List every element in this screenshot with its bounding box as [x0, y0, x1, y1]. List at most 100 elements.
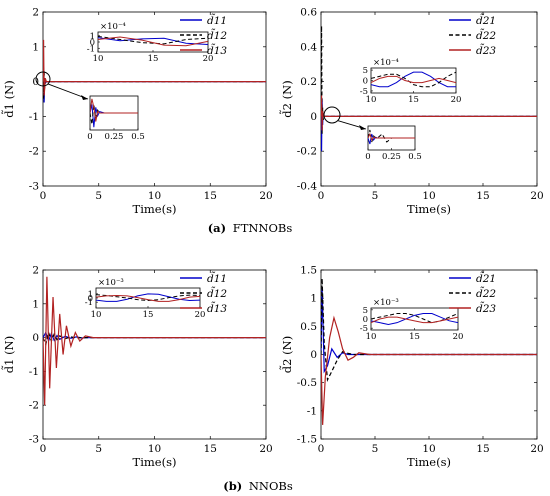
series-group [321, 25, 537, 152]
y-tick-label: 1 [32, 41, 39, 53]
inset-x-tick-label: 20 [453, 332, 464, 342]
series-line-3 [43, 276, 266, 406]
y-tick-label: -1 [29, 366, 39, 378]
y-tick-label: 0 [32, 76, 39, 88]
x-tick-label: 5 [95, 443, 102, 455]
y-tick-label: 0.5 [300, 321, 317, 333]
y-tick-label: 0 [32, 332, 39, 344]
y-tick-label: 1.5 [300, 265, 317, 277]
legend-label-3: d̃23 [476, 43, 496, 57]
y-tick-label: -0.4 [297, 181, 318, 193]
legend-label-1: d̃21 [476, 13, 496, 27]
legend-label-2: d̃22 [476, 286, 496, 300]
inset-line-1 [98, 37, 208, 45]
x-tick-label: 0 [318, 190, 325, 202]
x-axis-label: Time(s) [133, 455, 177, 469]
inset-series [371, 71, 456, 88]
caption-a: (a) FTNNOBs [208, 221, 293, 235]
y-tick-label: -0.2 [297, 146, 317, 158]
series-line-2 [321, 25, 537, 134]
inset-x-tick-label: 0.25 [382, 152, 401, 162]
inset-y-tick-label: 5 [363, 306, 368, 316]
y-tick-label: 2 [32, 7, 39, 19]
inset: 0 0.25 0.5 [323, 106, 422, 162]
legend-label-1: d̃21 [476, 271, 496, 285]
caption-a-text: FTNNOBs [233, 221, 293, 235]
inset-line-1 [371, 313, 458, 326]
x-axis-label: Time(s) [133, 202, 177, 216]
inset-series [90, 98, 138, 128]
inset-frame [97, 31, 209, 53]
inset: 10 15 20 -101 ×10⁻³ [85, 278, 206, 320]
zoom-circle [323, 106, 341, 124]
y-tick-label: 0.4 [300, 41, 317, 53]
x-tick-label: 20 [530, 190, 543, 202]
legend: d̃11d̃12d̃13 [180, 13, 227, 57]
legend-label-1: d̃11 [207, 13, 227, 27]
inset-x-tick-label: 15 [148, 54, 159, 64]
inset-x-tick-label: 15 [143, 310, 154, 320]
inset-x-tick-label: 15 [409, 332, 420, 342]
x-tick-label: 10 [148, 443, 161, 455]
inset-x-tick-label: 10 [366, 332, 377, 342]
inset-series [368, 129, 415, 145]
x-tick-label: 0 [40, 443, 47, 455]
series-group [43, 39, 266, 103]
inset-series [96, 293, 200, 302]
inset: 10 15 20 -505 ×10⁻⁴ [360, 58, 462, 105]
x-axis-label: Time(s) [407, 455, 451, 469]
inset-x-tick-label: 0.5 [131, 132, 145, 142]
x-tick-label: 15 [204, 190, 217, 202]
y-tick-label: -3 [29, 181, 39, 193]
inset-y-tick-label: 0 [88, 294, 93, 304]
legend-label-1: d̃11 [207, 271, 227, 285]
x-tick-label: 20 [530, 443, 543, 455]
inset-y-tick-label: -5 [360, 87, 368, 97]
zoom-circle [35, 71, 51, 87]
inset-line-2 [98, 35, 208, 45]
y-tick-label: -1.5 [297, 434, 317, 446]
inset-x-tick-label: 0 [87, 132, 92, 142]
inset-exponent: ×10⁻⁴ [373, 58, 399, 68]
inset-line-2 [371, 71, 456, 88]
x-tick-label: 20 [259, 443, 272, 455]
legend-label-3: d̃13 [207, 43, 227, 57]
x-tick-label: 15 [204, 443, 217, 455]
inset-line-2 [371, 313, 458, 324]
legend-label-3: d̃13 [207, 301, 227, 315]
legend: d̃21d̃22d̃23 [449, 271, 496, 315]
inset-line-3 [96, 294, 200, 302]
inset-y-tick-label: 0 [90, 38, 95, 48]
x-tick-label: 0 [318, 443, 325, 455]
y-tick-label: -3 [29, 434, 39, 446]
y-tick-label: -1 [29, 111, 39, 123]
inset-x-tick-label: 10 [366, 95, 377, 105]
legend: d̃11d̃12d̃13 [180, 271, 227, 315]
y-tick-label: 0.2 [300, 76, 317, 88]
inset-y-tick-label: 0 [363, 315, 368, 325]
legend-label-2: d̃22 [476, 28, 496, 42]
y-tick-label: 1 [310, 293, 317, 305]
series-line-3 [321, 315, 537, 425]
series-group [321, 278, 537, 425]
inset-line-3 [371, 316, 458, 324]
inset-series [98, 35, 208, 47]
y-tick-label: 1 [32, 298, 39, 310]
legend-label-3: d̃23 [476, 301, 496, 315]
y-tick-label: 2 [32, 265, 39, 277]
y-axis-label: d̃2 (N) [280, 336, 294, 373]
series-line-3 [321, 95, 537, 131]
inset-y-tick-label: 1 [88, 290, 93, 300]
zoom-arrowhead [359, 125, 366, 130]
inset: 10 15 20 -505 ×10⁻³ [360, 298, 464, 342]
legend: d̃21d̃22d̃23 [449, 13, 496, 57]
zoom-arrow [47, 83, 89, 100]
x-tick-label: 15 [476, 190, 489, 202]
x-tick-label: 5 [372, 443, 379, 455]
inset-x-tick-label: 10 [93, 54, 104, 64]
inset-x-tick-label: 0 [365, 152, 370, 162]
y-tick-label: -2 [29, 400, 39, 412]
inset-x-tick-label: 20 [203, 54, 214, 64]
